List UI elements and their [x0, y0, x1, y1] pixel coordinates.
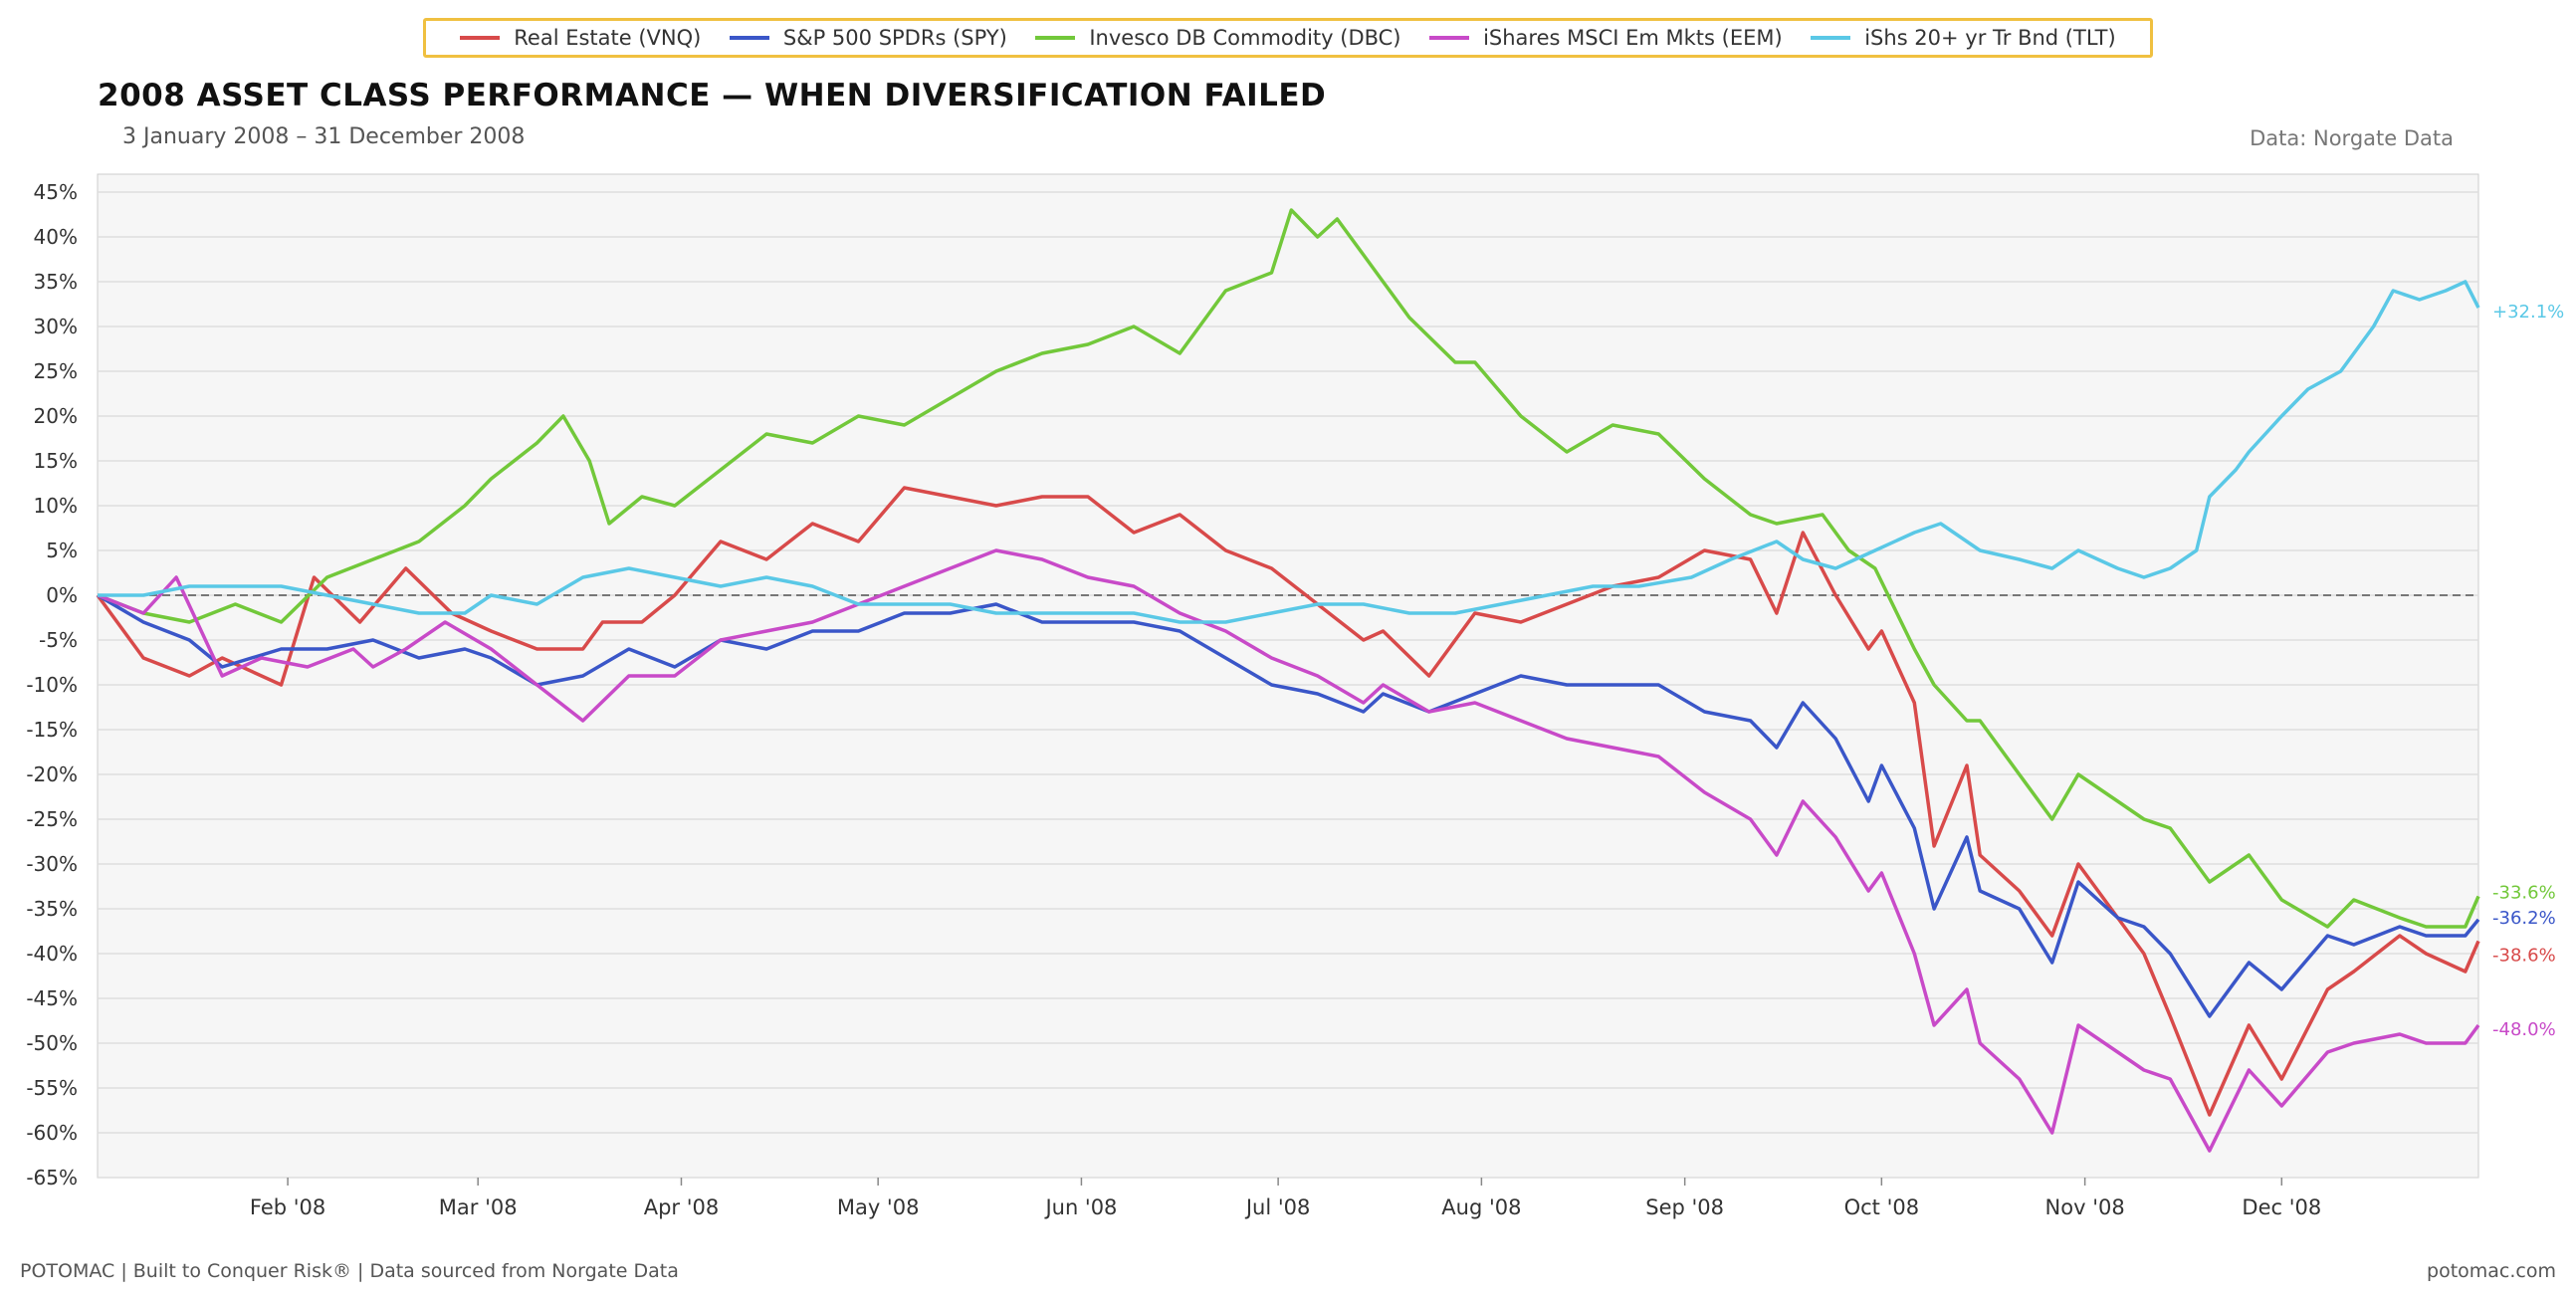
y-tick-label: 0% [46, 583, 78, 607]
x-tick-label: May '08 [837, 1195, 920, 1219]
series-end-label: +32.1% [2492, 302, 2564, 323]
y-tick-label: 45% [34, 180, 78, 204]
y-tick-label: -50% [26, 1031, 78, 1055]
series-line [98, 280, 2480, 624]
series-end-label: -36.2% [2492, 908, 2556, 929]
legend-item: Real Estate (VNQ) [460, 26, 701, 50]
y-tick-label: -30% [26, 852, 78, 876]
y-tick-label: 40% [34, 225, 78, 249]
x-tick-label: Mar '08 [439, 1195, 518, 1219]
legend-label: iShs 20+ yr Tr Bnd (TLT) [1864, 26, 2116, 50]
y-tick-label: -60% [26, 1121, 78, 1145]
legend-swatch [729, 36, 769, 40]
legend: Real Estate (VNQ) S&P 500 SPDRs (SPY) Inve… [423, 18, 2153, 58]
y-tick-label: -25% [26, 807, 78, 831]
legend-label: iShares MSCI Em Mkts (EEM) [1483, 26, 1783, 50]
plot-area [97, 173, 2479, 1179]
x-tick-label: Oct '08 [1844, 1195, 1919, 1219]
series-line [97, 208, 2480, 929]
x-tick-label: Jul '08 [1244, 1195, 1311, 1219]
series-end-label: -33.6% [2492, 882, 2556, 903]
y-tick-label: 25% [34, 359, 78, 383]
footer-credit: POTOMAC | Built to Conquer Risk® | Data … [20, 1260, 679, 1282]
chart-subtitle: 3 January 2008 – 31 December 2008 [122, 124, 526, 149]
chart-title: 2008 ASSET CLASS PERFORMANCE — WHEN DIVE… [98, 78, 1327, 113]
x-tick-label: Dec '08 [2242, 1195, 2321, 1219]
y-tick-label: 5% [46, 539, 78, 562]
legend-swatch [1811, 36, 1851, 40]
y-tick-label: -35% [26, 897, 78, 921]
x-tick-label: Nov '08 [2045, 1195, 2125, 1219]
legend-label: Invesco DB Commodity (DBC) [1089, 26, 1401, 50]
series-end-label: -48.0% [2492, 1019, 2556, 1040]
data-source: Data: Norgate Data [2250, 126, 2454, 150]
legend-label: S&P 500 SPDRs (SPY) [782, 26, 1007, 50]
legend-item: iShares MSCI Em Mkts (EEM) [1429, 26, 1783, 50]
series-line [96, 486, 2480, 1117]
y-tick-label: 30% [34, 315, 78, 338]
y-tick-label: 20% [34, 404, 78, 428]
legend-swatch [1429, 36, 1470, 40]
y-tick-label: -45% [26, 986, 78, 1010]
x-tick-label: Feb '08 [250, 1195, 325, 1219]
y-tick-label: -15% [26, 718, 78, 742]
legend-swatch [1035, 36, 1076, 40]
footer-website: potomac.com [2427, 1260, 2556, 1282]
legend-label: Real Estate (VNQ) [514, 26, 702, 50]
y-tick-label: -20% [26, 762, 78, 786]
y-tick-label: -10% [26, 673, 78, 697]
y-tick-label: 35% [34, 270, 78, 294]
y-tick-label: -65% [26, 1166, 78, 1190]
legend-item: iShs 20+ yr Tr Bnd (TLT) [1811, 26, 2116, 50]
y-tick-label: 15% [34, 449, 78, 473]
y-tick-label: -40% [26, 942, 78, 966]
y-tick-label: 10% [34, 494, 78, 518]
series-line [97, 593, 2480, 1018]
x-tick-label: Apr '08 [644, 1195, 720, 1219]
x-tick-label: Aug '08 [1441, 1195, 1521, 1219]
x-tick-label: Sep '08 [1645, 1195, 1724, 1219]
legend-swatch [460, 36, 501, 40]
y-tick-label: -55% [26, 1076, 78, 1100]
x-tick-label: Jun '08 [1043, 1195, 1117, 1219]
series-end-label: -38.6% [2492, 945, 2556, 966]
series-line [97, 548, 2480, 1153]
legend-item: S&P 500 SPDRs (SPY) [729, 26, 1007, 50]
legend-item: Invesco DB Commodity (DBC) [1035, 26, 1401, 50]
y-tick-label: -5% [39, 628, 78, 652]
